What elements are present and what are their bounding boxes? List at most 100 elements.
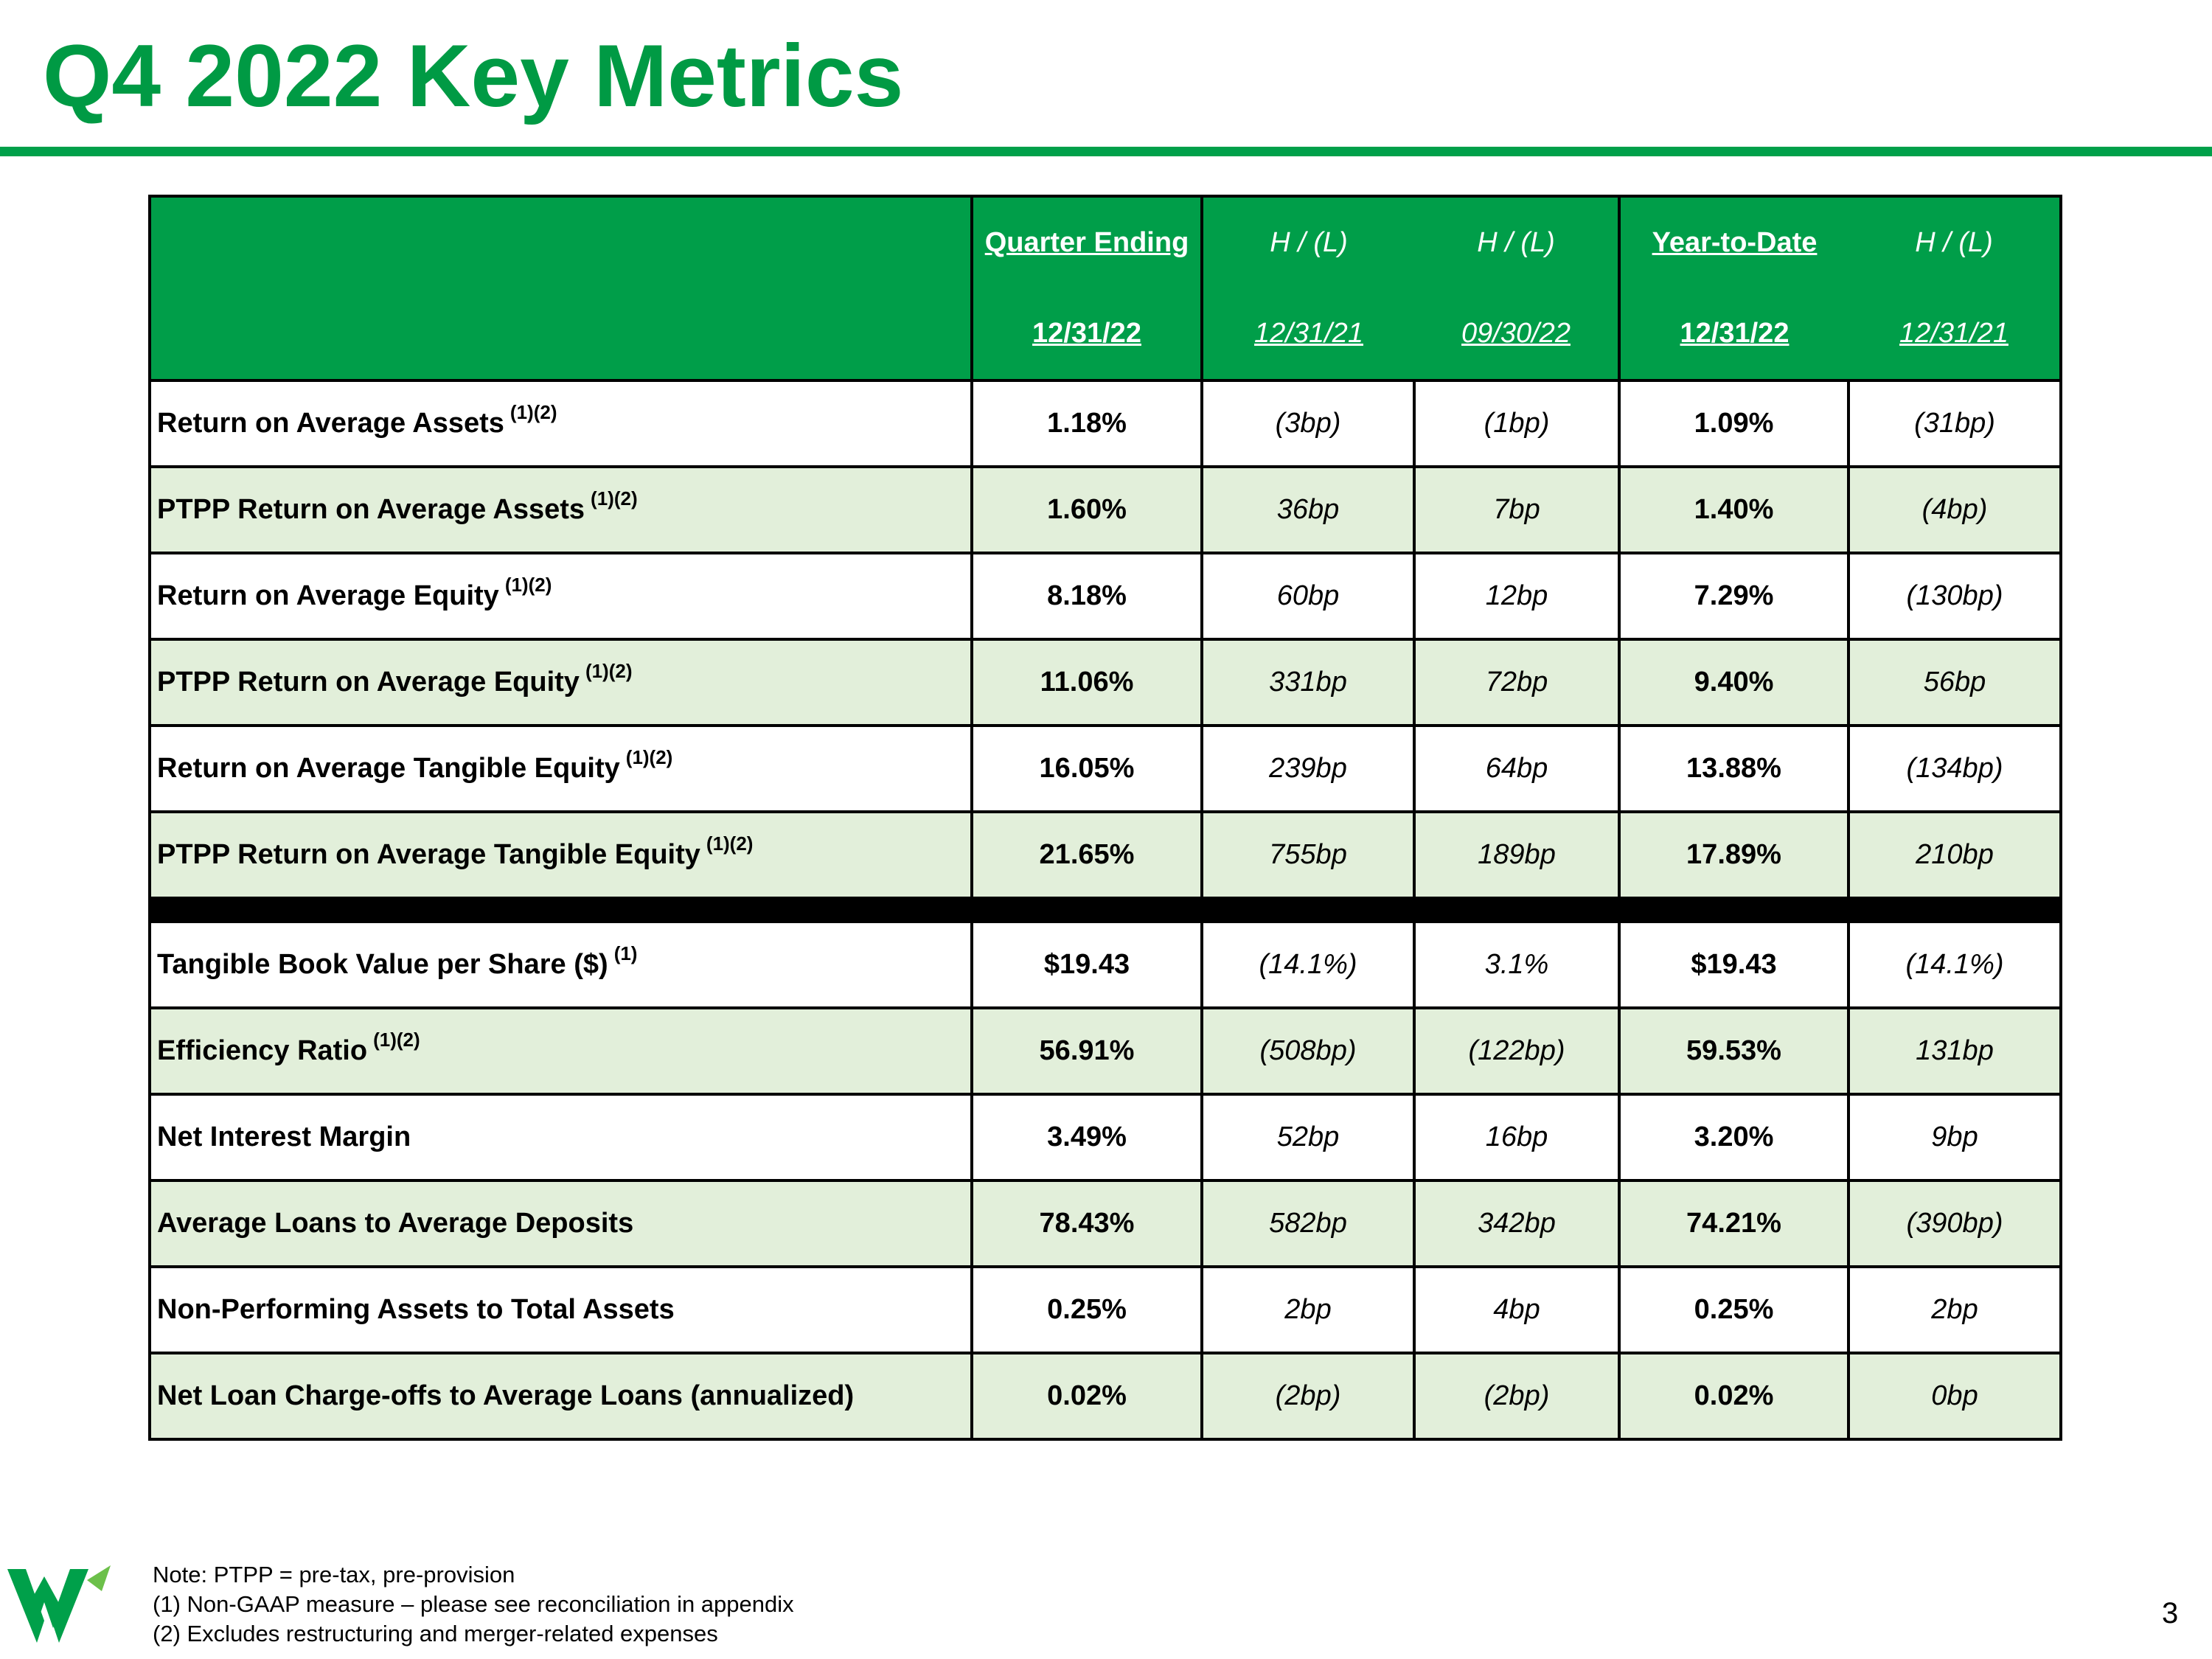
value-cell: 3.1% [1413,920,1621,1009]
row-label-cell: Net Interest Margin [148,1093,973,1182]
value-cell: 12bp [1413,552,1621,641]
page-number: 3 [2162,1597,2179,1630]
value-cell: (1bp) [1413,379,1621,468]
table-row: Return on Average Equity (1)(2) 8.18% 60bp 1… [148,552,2062,641]
value-cell: 21.65% [970,810,1203,900]
value-cell: 8.18% [970,552,1203,641]
row-label-cell: Tangible Book Value per Share ($) (1) [148,920,973,1009]
value-cell: 131bp [1847,1006,2062,1096]
value-cell: 64bp [1413,724,1621,813]
value-cell: 0.25% [970,1265,1203,1354]
value-cell: 17.89% [1618,810,1850,900]
value-cell: 755bp [1200,810,1416,900]
value-cell: (122bp) [1413,1006,1621,1096]
row-label-cell: Net Loan Charge-offs to Average Loans (a… [148,1352,973,1441]
value-cell: (31bp) [1847,379,2062,468]
column-header: Year-to-Date [1652,227,1818,258]
table-row: Efficiency Ratio (1)(2) 56.91% (508bp) (122b… [148,1006,2062,1096]
column-header: H / (L) [1915,227,1993,258]
separator-cell [1847,897,2062,923]
header-cell: 12/31/21 [1848,288,2062,382]
row-label-cell: Return on Average Equity (1)(2) [148,552,973,641]
value-cell: 16.05% [970,724,1203,813]
header-cell: 12/31/22 [1619,288,1848,382]
value-cell: 189bp [1413,810,1621,900]
value-cell: (390bp) [1847,1179,2062,1268]
header-cell [148,288,973,382]
column-header: 12/31/21 [1899,318,2008,349]
table-row: PTPP Return on Average Tangible Equity (1… [148,810,2062,900]
footnote: (2) Excludes restructuring and merger-re… [153,1621,718,1646]
row-label-cell: PTPP Return on Average Assets (1)(2) [148,465,973,554]
row-label-cell: Average Loans to Average Deposits [148,1179,973,1268]
footnote-ref: (1) [613,942,638,964]
value-cell: 4bp [1413,1265,1621,1354]
header-cell: H / (L) [1414,195,1621,288]
value-cell: 0.25% [1618,1265,1850,1354]
value-cell: 239bp [1200,724,1416,813]
value-cell: (2bp) [1200,1352,1416,1441]
value-cell: (14.1%) [1200,920,1416,1009]
row-label: Return on Average Tangible Equity [157,753,620,784]
value-cell: 3.49% [970,1093,1203,1182]
row-label: Return on Average Assets [157,408,504,439]
value-cell: (134bp) [1847,724,2062,813]
value-cell: (14.1%) [1847,920,2062,1009]
value-cell: 13.88% [1618,724,1850,813]
value-cell: 2bp [1200,1265,1416,1354]
header-cell: H / (L) [1848,195,2062,288]
value-cell: (130bp) [1847,552,2062,641]
row-label: Return on Average Equity [157,580,499,611]
column-header: H / (L) [1477,227,1555,258]
row-label-cell: Non-Performing Assets to Total Assets [148,1265,973,1354]
footnote-ref: (1)(2) [625,746,673,768]
value-cell: 2bp [1847,1265,2062,1354]
row-label: Net Interest Margin [157,1121,411,1152]
value-cell: 74.21% [1618,1179,1850,1268]
row-label: Tangible Book Value per Share ($) [157,949,608,980]
column-header: Quarter Ending [984,227,1189,258]
row-label: Average Loans to Average Deposits [157,1208,634,1239]
header-cell: 12/31/21 [1202,288,1414,382]
row-label: Non-Performing Assets to Total Assets [157,1294,675,1325]
value-cell: 7.29% [1618,552,1850,641]
value-cell: 52bp [1200,1093,1416,1182]
row-label: Net Loan Charge-offs to Average Loans (a… [157,1380,855,1411]
column-header: 09/30/22 [1461,318,1571,349]
separator-cell [1618,897,1850,923]
value-cell: $19.43 [970,920,1203,1009]
column-header: 12/31/22 [1032,318,1141,349]
row-label: PTPP Return on Average Equity [157,667,580,698]
value-cell: 0.02% [1618,1352,1850,1441]
table-row: Return on Average Assets (1)(2) 1.18% (3bp)… [148,379,2062,468]
header-cell: 09/30/22 [1414,288,1621,382]
separator [148,897,2062,923]
logo [7,1565,111,1643]
header-cell: Year-to-Date [1619,195,1848,288]
row-label-cell: Efficiency Ratio (1)(2) [148,1006,973,1096]
column-header: 12/31/22 [1680,318,1790,349]
footnote-ref: (1)(2) [585,660,633,682]
footnote-ref: (1)(2) [373,1029,420,1051]
value-cell: 582bp [1200,1179,1416,1268]
value-cell: 331bp [1200,638,1416,727]
value-cell: $19.43 [1618,920,1850,1009]
header-row: Quarter Ending H / (L) H / (L) Year-to-Date… [148,195,2062,288]
metrics-table: Quarter Ending H / (L) H / (L) Year-to-Date… [148,195,2062,1441]
value-cell: 7bp [1413,465,1621,554]
footnote-ref: (1)(2) [706,832,754,855]
row-label-cell: PTPP Return on Average Equity (1)(2) [148,638,973,727]
title: Q4 2022 Key Metrics [43,27,904,125]
separator-cell [148,897,973,923]
row-label-cell: Return on Average Tangible Equity (1)(2) [148,724,973,813]
table-row: PTPP Return on Average Equity (1)(2) 11.06… [148,638,2062,727]
table-row: Non-Performing Assets to Total Assets 0.2… [148,1265,2062,1354]
column-header: 12/31/21 [1254,318,1363,349]
value-cell: 60bp [1200,552,1416,641]
value-cell: (508bp) [1200,1006,1416,1096]
separator-cell [1413,897,1621,923]
separator-cell [970,897,1203,923]
value-cell: (4bp) [1847,465,2062,554]
value-cell: (2bp) [1413,1352,1621,1441]
